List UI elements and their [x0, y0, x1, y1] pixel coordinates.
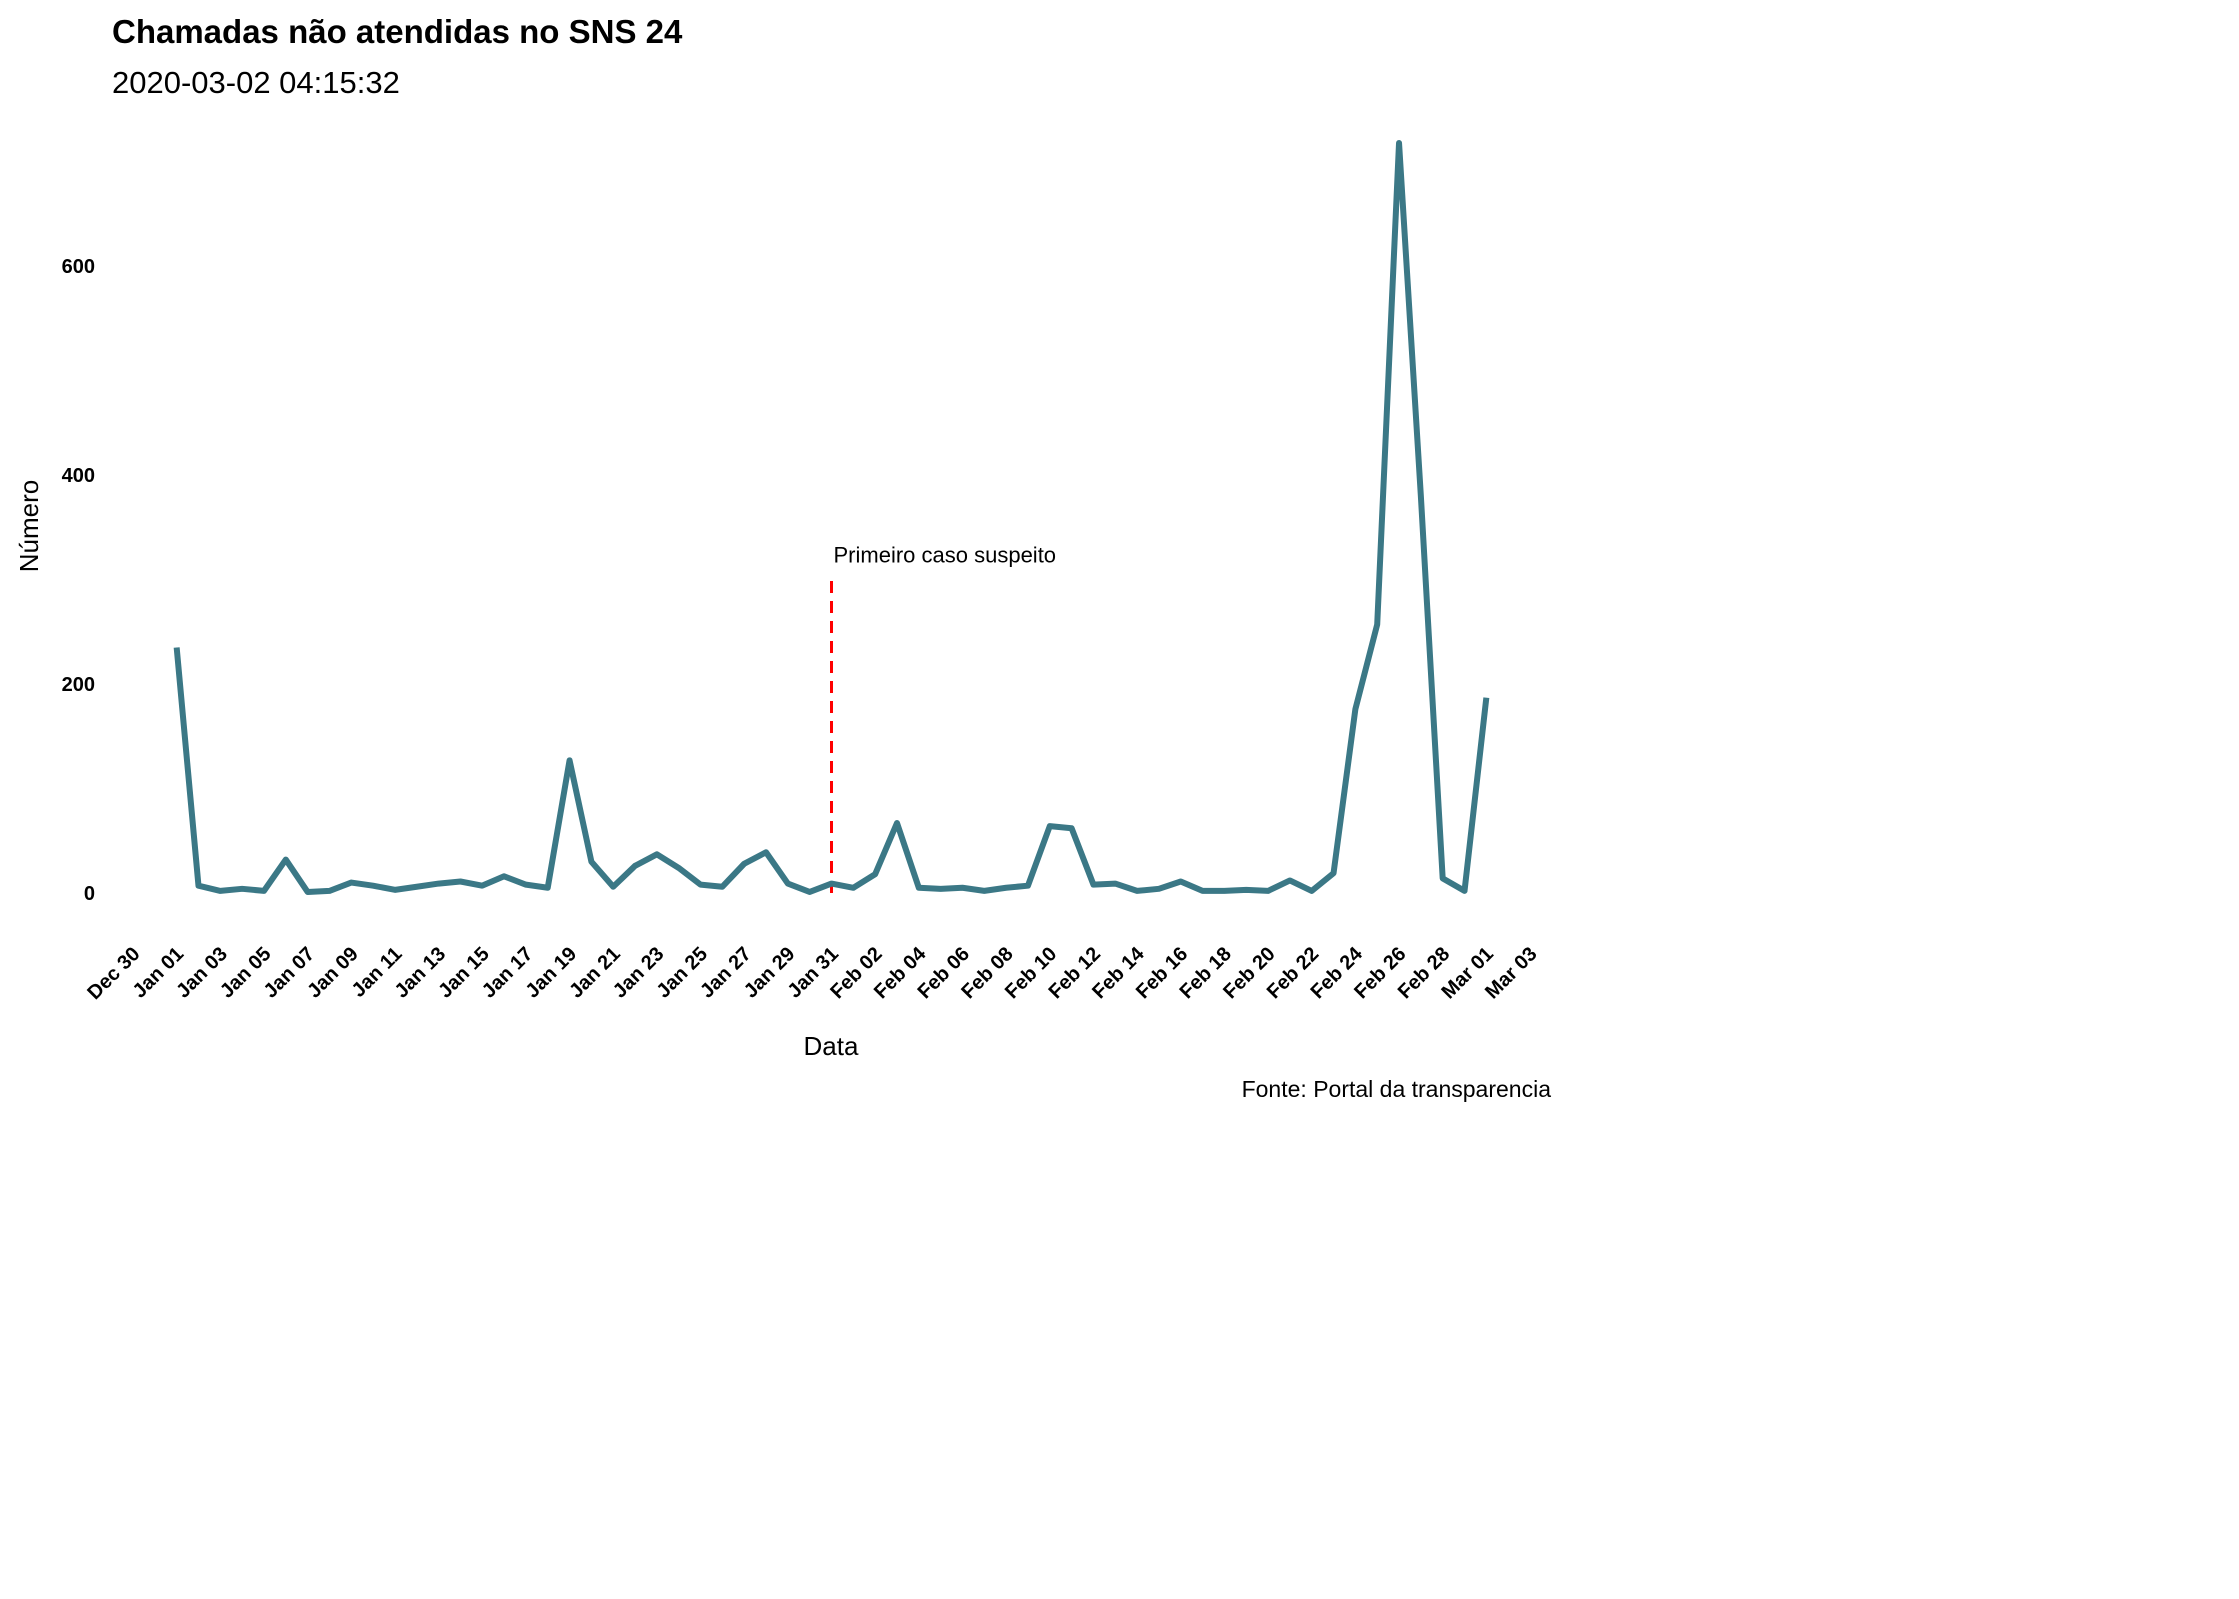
- chart-subtitle: 2020-03-02 04:15:32: [112, 65, 400, 100]
- y-tick-label: 200: [62, 674, 95, 696]
- first-suspected-case-label: Primeiro caso suspeito: [834, 543, 1057, 568]
- y-tick-label: 600: [62, 256, 95, 278]
- y-axis-ticks: 0 200 400 600: [62, 256, 95, 905]
- y-axis-title: Número: [14, 480, 44, 572]
- y-tick-label: 0: [84, 883, 95, 905]
- source-caption: Fonte: Portal da transparencia: [1242, 1076, 1552, 1102]
- x-axis-title: Data: [804, 1031, 859, 1061]
- series-layer: [173, 139, 1490, 895]
- y-tick-label: 400: [62, 465, 95, 487]
- series-line: [173, 139, 1490, 895]
- line-chart: Chamadas não atendidas no SNS 24 2020-03…: [14, 13, 1552, 1102]
- chart-title: Chamadas não atendidas no SNS 24: [112, 13, 683, 50]
